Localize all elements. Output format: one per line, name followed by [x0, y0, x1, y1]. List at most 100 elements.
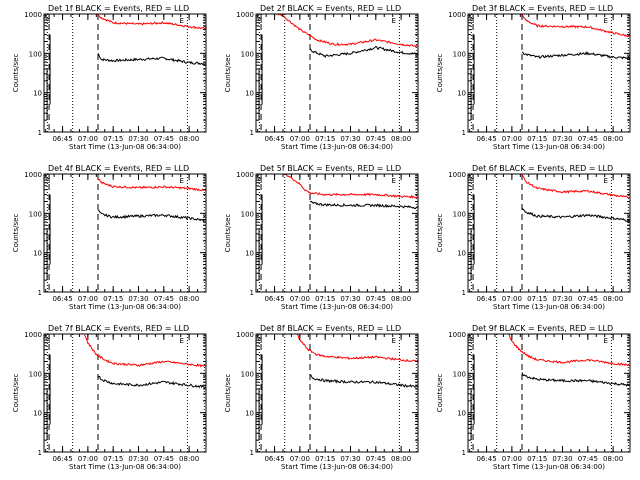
end-marker-label: E [603, 17, 607, 25]
start-spike [470, 354, 475, 441]
x-axis-label: Start Time (13-Jun-08 06:34:00) [69, 143, 181, 151]
start-spike [258, 354, 263, 441]
x-tick-label: 07:15 [103, 295, 123, 303]
y-axis-label: Counts/sec [436, 374, 444, 413]
y-tick-label: 1000 [236, 11, 254, 19]
x-tick-label: 08:00 [179, 295, 199, 303]
x-tick-label: 06:45 [264, 135, 284, 143]
chart-title: Det 9f BLACK = Events, RED = LLD [472, 324, 613, 333]
y-tick-label: 10 [33, 410, 42, 418]
series-line-lld [521, 14, 630, 38]
x-tick-label: 06:45 [476, 135, 496, 143]
series-line-lld [84, 334, 206, 368]
y-tick-label: 1000 [448, 11, 466, 19]
x-tick-label: 06:45 [264, 455, 284, 463]
chart-panel-7: Det 7f BLACK = Events, RED = LLD 1 10 100 10… [12, 324, 207, 471]
x-tick-label: 08:00 [603, 135, 623, 143]
plot-frame [255, 333, 419, 453]
series-line-lld [282, 174, 418, 199]
plot-frame [255, 173, 419, 293]
y-tick-label: 1000 [24, 331, 42, 339]
start-marker-label: S [470, 337, 475, 345]
x-tick-label: 07:45 [578, 455, 598, 463]
end-marker-label: E [179, 337, 183, 345]
chart-title: Det 2f BLACK = Events, RED = LLD [260, 4, 401, 13]
x-tick-label: 07:45 [578, 295, 598, 303]
y-tick-label: 100 [241, 50, 254, 58]
start-marker-label: S [258, 177, 263, 185]
x-tick-label: 06:45 [52, 295, 72, 303]
series-line-events [97, 375, 206, 389]
start-marker-label: S [46, 337, 51, 345]
y-tick-label: 100 [29, 50, 42, 58]
plot-frame [43, 333, 207, 453]
y-tick-label: 1 [250, 449, 254, 457]
end-marker-label: E [179, 177, 183, 185]
end-marker-label: E [603, 337, 607, 345]
y-axis-label: Counts/sec [436, 214, 444, 253]
x-axis-label: Start Time (13-Jun-08 06:34:00) [493, 143, 605, 151]
x-tick-label: 07:15 [527, 295, 547, 303]
x-tick-label: 06:45 [52, 135, 72, 143]
x-axis-label: Start Time (13-Jun-08 06:34:00) [493, 463, 605, 471]
y-tick-label: 100 [241, 370, 254, 378]
y-tick-label: 100 [453, 370, 466, 378]
x-tick-label: 07:15 [527, 135, 547, 143]
x-tick-label: 07:45 [366, 455, 386, 463]
y-tick-label: 1 [250, 129, 254, 137]
y-tick-label: 1 [38, 129, 42, 137]
end-marker-label: E [391, 17, 395, 25]
y-tick-label: 1 [462, 129, 466, 137]
chart-panel-3: Det 3f BLACK = Events, RED = LLD 1 10 100 10… [436, 4, 631, 151]
x-tick-label: 07:15 [315, 135, 335, 143]
start-spike [470, 194, 475, 281]
y-tick-label: 1 [462, 289, 466, 297]
x-axis-label: Start Time (13-Jun-08 06:34:00) [281, 303, 393, 311]
x-tick-label: 07:30 [340, 135, 360, 143]
series-line-lld [508, 334, 630, 367]
start-spike [46, 194, 51, 281]
chart-panel-8: Det 8f BLACK = Events, RED = LLD 1 10 100 10… [224, 324, 419, 471]
plot-frame [43, 173, 207, 293]
series-line-events [521, 207, 630, 223]
y-tick-label: 1 [38, 289, 42, 297]
y-tick-label: 1000 [236, 171, 254, 179]
y-tick-label: 1 [38, 449, 42, 457]
x-axis-label: Start Time (13-Jun-08 06:34:00) [69, 303, 181, 311]
series-line-lld [275, 14, 418, 48]
y-tick-label: 10 [457, 90, 466, 98]
chart-title: Det 5f BLACK = Events, RED = LLD [260, 164, 401, 173]
y-tick-label: 100 [453, 50, 466, 58]
x-axis-label: Start Time (13-Jun-08 06:34:00) [281, 463, 393, 471]
x-axis-label: Start Time (13-Jun-08 06:34:00) [493, 303, 605, 311]
series-line-events [521, 372, 630, 387]
x-tick-label: 07:45 [366, 295, 386, 303]
y-tick-label: 100 [29, 210, 42, 218]
chart-title: Det 6f BLACK = Events, RED = LLD [472, 164, 613, 173]
y-axis-label: Counts/sec [12, 374, 20, 413]
series-line-events [97, 53, 206, 66]
end-marker-label: E [391, 337, 395, 345]
x-tick-label: 07:30 [128, 455, 148, 463]
series-line-events [309, 45, 418, 58]
x-tick-label: 06:45 [52, 455, 72, 463]
start-marker-label: S [470, 177, 475, 185]
y-tick-label: 10 [457, 250, 466, 258]
x-tick-label: 07:00 [290, 135, 310, 143]
series-line-events [521, 50, 630, 60]
x-tick-label: 07:15 [315, 455, 335, 463]
y-tick-label: 10 [33, 250, 42, 258]
start-spike [470, 34, 475, 121]
chart-panel-6: Det 6f BLACK = Events, RED = LLD 1 10 100 10… [436, 164, 631, 311]
y-tick-label: 1000 [236, 331, 254, 339]
series-line-lld [97, 14, 206, 30]
x-tick-label: 07:30 [552, 135, 572, 143]
series-line-events [309, 200, 418, 209]
x-tick-label: 07:15 [103, 135, 123, 143]
start-marker-label: S [258, 17, 263, 25]
series-line-events [309, 374, 418, 388]
x-tick-label: 07:30 [340, 455, 360, 463]
y-tick-label: 10 [245, 410, 254, 418]
y-tick-label: 10 [245, 90, 254, 98]
chart-panel-4: Det 4f BLACK = Events, RED = LLD 1 10 100 10… [12, 164, 207, 311]
